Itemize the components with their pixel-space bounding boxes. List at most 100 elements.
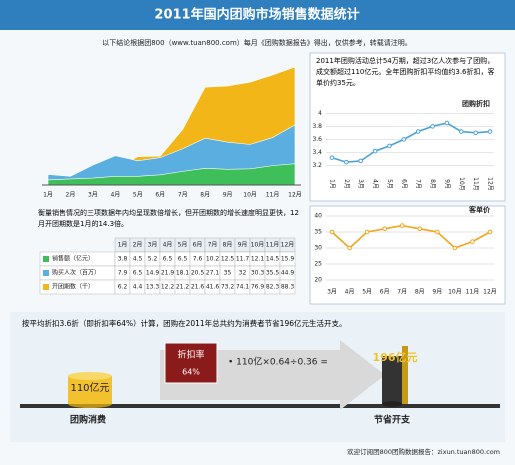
table-value: 21.2 (176, 284, 190, 291)
x-tick-label: 7月 (415, 179, 422, 189)
table-header: 3月 (148, 242, 158, 249)
title-bar (0, 0, 515, 30)
y-tick-label: 3.4 (312, 149, 322, 156)
x-tick-label: 6月 (400, 179, 407, 189)
x-tick-label: 11月 (472, 177, 479, 191)
spend: 110亿元 (70, 381, 109, 394)
table-value: 18.1 (176, 270, 190, 277)
x-tick-label: 3月 (327, 289, 337, 296)
cylinder-base (382, 401, 402, 407)
point (347, 245, 352, 251)
table-value: 6.5 (133, 270, 143, 277)
table-value: 12.1 (251, 256, 265, 263)
point (329, 155, 335, 160)
table-header: 1月 (118, 242, 128, 249)
table-value: 35 (224, 270, 232, 277)
y-tick-label: 4 (318, 110, 322, 117)
point (415, 129, 421, 134)
table-value: 41.6 (206, 284, 220, 291)
table-header: 12月 (281, 242, 295, 249)
table-value: 32 (239, 270, 247, 277)
x-tick-label: 12月 (487, 177, 494, 191)
table-value: 6.5 (178, 256, 188, 263)
x-tick-label: 1月 (329, 179, 336, 189)
rate-box (164, 342, 218, 384)
y-tick-label: 3.2 (312, 162, 322, 169)
cylinder (402, 346, 408, 404)
note-box: 衡量销售情况的三项数据年内均呈现数倍增长，但开团期数的增长速度明显更快，12月开… (38, 209, 299, 228)
point (329, 229, 335, 235)
point (435, 229, 440, 235)
table-value: 35.5 (266, 270, 280, 277)
x-tick-label: 12月 (483, 289, 497, 296)
saved-label: 节省开支 (374, 414, 411, 426)
table-value: 15.9 (281, 256, 295, 263)
table-header: 6月 (193, 242, 203, 249)
point (444, 120, 450, 126)
y-tick-label: 3.6 (312, 136, 322, 143)
table-header: 11月 (266, 242, 280, 249)
table-value: 20.5 (191, 270, 205, 277)
x-tick-label: 9月 (443, 179, 450, 189)
table-value: 6.2 (118, 284, 128, 291)
table-value: 4.4 (133, 284, 143, 291)
chart-title: 团购折扣 (462, 99, 490, 108)
table-value: 82.3 (266, 284, 280, 291)
point (473, 130, 478, 136)
x-tick-label: 4月 (372, 179, 379, 189)
x-tick-label: 2月 (343, 179, 350, 189)
table-value: 7.6 (193, 256, 203, 263)
table-value: 76.9 (251, 284, 265, 291)
table-value: 13.3 (146, 284, 160, 291)
x-tick-label: 8月 (429, 179, 436, 189)
cylinder-top (68, 372, 112, 380)
x-tick-label: 11月 (266, 192, 280, 199)
table-value: 5.2 (148, 256, 158, 263)
legend-label: 购买人次（百万） (52, 269, 100, 277)
savings-text: 按平均折扣3.6折（即折扣率64%）计算，团购在2011年总共约为消费者节省19… (22, 319, 347, 328)
table-header: 8月 (223, 242, 233, 249)
x-tick-label: 7月 (178, 192, 188, 199)
table-value: 44.9 (281, 270, 295, 277)
y-tick-label: 3.8 (312, 123, 322, 130)
point (382, 226, 387, 232)
y-tick-label: 35 (314, 229, 322, 236)
formula: • 110亿×0.64÷0.36 = (228, 356, 328, 368)
point (458, 129, 464, 134)
table-header: 7月 (208, 242, 218, 249)
subtitle: 以下结论根据团800（www.tuan800.com）每月《团购数据报告》得出，… (102, 38, 412, 47)
y-tick-label: 20 (314, 277, 322, 284)
point (344, 159, 349, 165)
panel (309, 52, 506, 202)
x-tick-label: 10月 (243, 192, 257, 199)
point (372, 148, 378, 154)
savings-text-box: 按平均折扣3.6折（即折扣率64%）计算，团购在2011年总共约为消费者节省19… (22, 319, 347, 328)
x-tick-label: 5月 (362, 289, 372, 296)
table-value: 88.3 (281, 284, 295, 291)
footer: 欢迎订阅团800团购数据报告：zixun.tuan800.com (347, 447, 500, 456)
point (387, 143, 392, 149)
baseline (20, 404, 500, 408)
table-value: 6.5 (163, 256, 173, 263)
table-value: 14.9 (146, 270, 160, 277)
rate-label: 折扣率 (177, 349, 204, 361)
table-value: 21.6 (191, 284, 205, 291)
x-tick-label: 2月 (66, 192, 76, 199)
x-tick-label: 8月 (200, 192, 210, 199)
chart-title: 客单价 (468, 205, 491, 214)
x-tick-label: 10月 (458, 177, 465, 191)
growth-note: 衡量销售情况的三项数据年内均呈现数倍增长，但开团期数的增长速度明显更快，12月开… (38, 209, 299, 228)
area (47, 163, 296, 186)
summary: 2011年团购活动总计54万期，超过3亿人次参与了团购，成交额超过110亿元。全… (316, 57, 495, 87)
table-value: 7.9 (118, 270, 128, 277)
table-value: 74.1 (236, 284, 250, 291)
table-value: 12.2 (161, 284, 175, 291)
x-tick-label: 11月 (466, 289, 480, 296)
summary-box: 2011年团购活动总计54万期，超过3亿人次参与了团购，成交额超过110亿元。全… (316, 57, 495, 87)
x-tick-label: 1月 (43, 192, 53, 199)
table-value: 14.5 (266, 256, 280, 263)
table-value: 73.2 (221, 284, 235, 291)
point (364, 229, 370, 235)
table-value: 10.2 (206, 256, 220, 263)
